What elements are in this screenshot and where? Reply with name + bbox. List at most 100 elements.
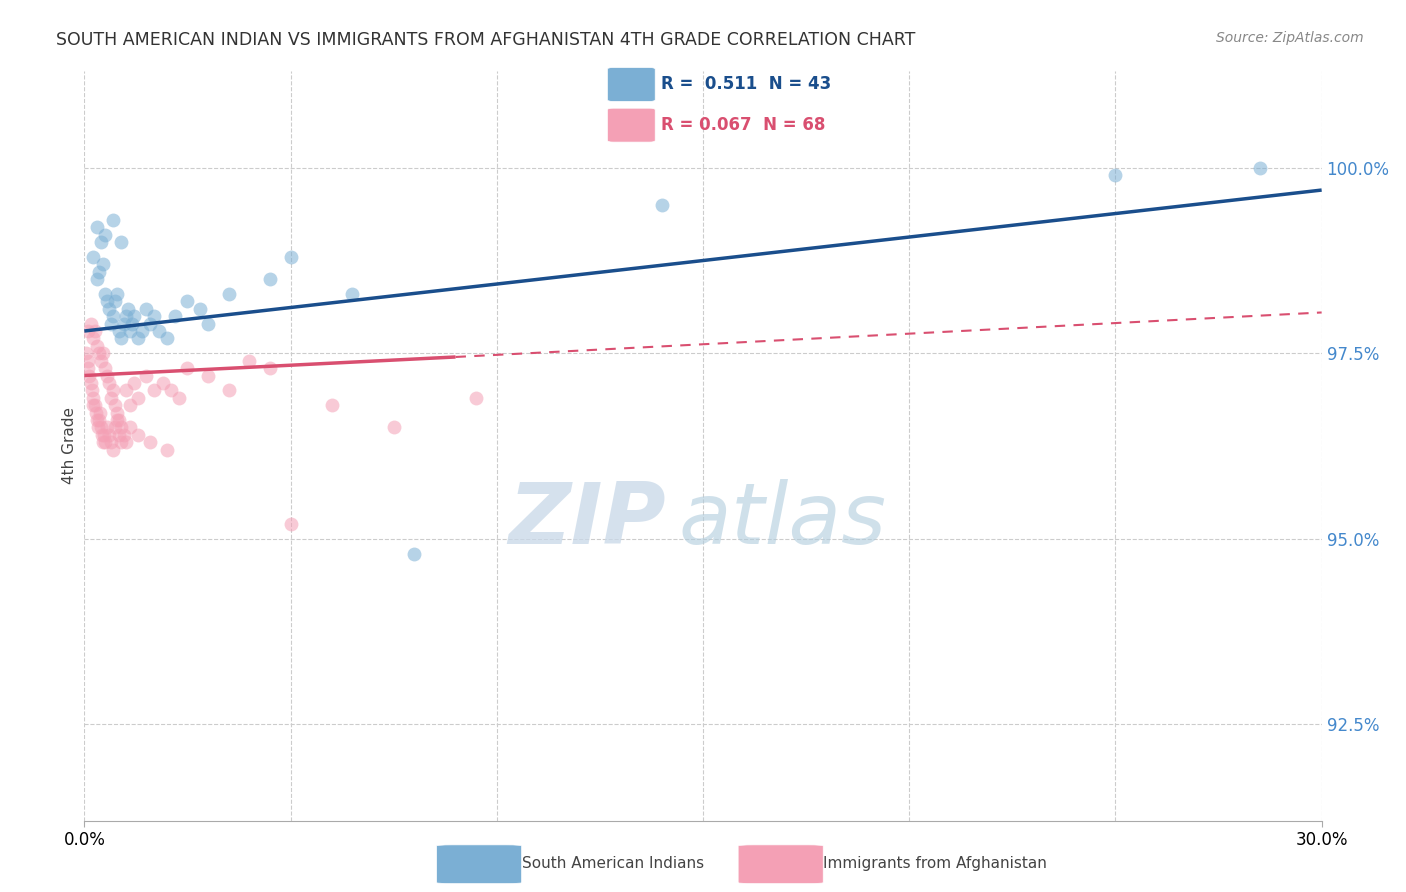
Point — [103, 384, 125, 398]
Point — [91, 435, 114, 450]
Point — [143, 309, 166, 323]
Point — [87, 346, 110, 360]
Point — [197, 317, 219, 331]
Point — [83, 398, 105, 412]
Point — [122, 376, 145, 390]
Point — [118, 398, 141, 412]
Point — [218, 384, 240, 398]
Point — [96, 368, 118, 383]
Point — [165, 309, 187, 323]
Point — [143, 384, 166, 398]
Point — [156, 442, 179, 457]
Point — [160, 384, 183, 398]
Point — [96, 420, 118, 434]
Point — [100, 435, 122, 450]
Point — [84, 406, 107, 420]
Point — [148, 324, 170, 338]
Point — [86, 339, 108, 353]
Point — [94, 361, 117, 376]
FancyBboxPatch shape — [738, 845, 824, 884]
Point — [86, 420, 108, 434]
Point — [139, 317, 162, 331]
Point — [117, 301, 139, 316]
Point — [91, 257, 114, 271]
Point — [156, 331, 179, 345]
Point — [176, 294, 198, 309]
Point — [98, 301, 121, 316]
Text: R = 0.067  N = 68: R = 0.067 N = 68 — [661, 116, 825, 134]
Point — [87, 265, 110, 279]
Point — [321, 398, 343, 412]
Point — [218, 287, 240, 301]
Point — [100, 391, 122, 405]
Point — [152, 376, 174, 390]
Point — [465, 391, 488, 405]
Point — [127, 391, 149, 405]
Point — [104, 294, 127, 309]
Point — [80, 384, 103, 398]
Point — [94, 227, 117, 242]
Point — [110, 235, 132, 249]
Point — [259, 361, 281, 376]
Point — [90, 420, 112, 434]
Point — [108, 413, 131, 427]
Point — [135, 368, 157, 383]
Point — [76, 353, 98, 368]
Point — [77, 324, 100, 338]
Point — [79, 368, 101, 383]
Point — [103, 309, 125, 323]
Point — [112, 428, 135, 442]
Point — [176, 361, 198, 376]
Point — [404, 547, 426, 561]
Point — [108, 428, 131, 442]
Point — [1249, 161, 1271, 175]
Point — [86, 220, 108, 235]
Point — [197, 368, 219, 383]
Point — [98, 376, 121, 390]
Point — [112, 317, 135, 331]
Point — [114, 309, 136, 323]
Point — [96, 294, 118, 309]
Point — [127, 428, 149, 442]
Text: Immigrants from Afghanistan: Immigrants from Afghanistan — [824, 855, 1047, 871]
Point — [342, 287, 364, 301]
Point — [110, 331, 132, 345]
Text: South American Indians: South American Indians — [522, 855, 704, 871]
Point — [93, 428, 115, 442]
Point — [104, 398, 127, 412]
Point — [82, 250, 104, 264]
Point — [110, 435, 132, 450]
Text: atlas: atlas — [678, 479, 886, 563]
Point — [77, 361, 100, 376]
FancyBboxPatch shape — [436, 845, 522, 884]
Point — [651, 198, 673, 212]
Point — [87, 413, 110, 427]
Point — [105, 406, 128, 420]
Point — [94, 435, 117, 450]
Point — [82, 331, 104, 345]
Point — [114, 435, 136, 450]
Point — [280, 516, 302, 531]
Point — [280, 250, 302, 264]
Point — [79, 317, 101, 331]
Point — [131, 324, 153, 338]
Point — [104, 420, 127, 434]
Point — [90, 235, 112, 249]
Point — [90, 353, 112, 368]
Point — [103, 212, 125, 227]
Point — [238, 353, 260, 368]
Point — [89, 406, 111, 420]
Text: SOUTH AMERICAN INDIAN VS IMMIGRANTS FROM AFGHANISTAN 4TH GRADE CORRELATION CHART: SOUTH AMERICAN INDIAN VS IMMIGRANTS FROM… — [56, 31, 915, 49]
Point — [100, 317, 122, 331]
Point — [90, 428, 112, 442]
Point — [83, 324, 105, 338]
Text: ZIP: ZIP — [508, 479, 666, 563]
Point — [188, 301, 211, 316]
Point — [121, 317, 143, 331]
Point — [82, 391, 104, 405]
Point — [110, 420, 132, 434]
Point — [94, 287, 117, 301]
Point — [103, 442, 125, 457]
Point — [1104, 168, 1126, 182]
Point — [105, 287, 128, 301]
